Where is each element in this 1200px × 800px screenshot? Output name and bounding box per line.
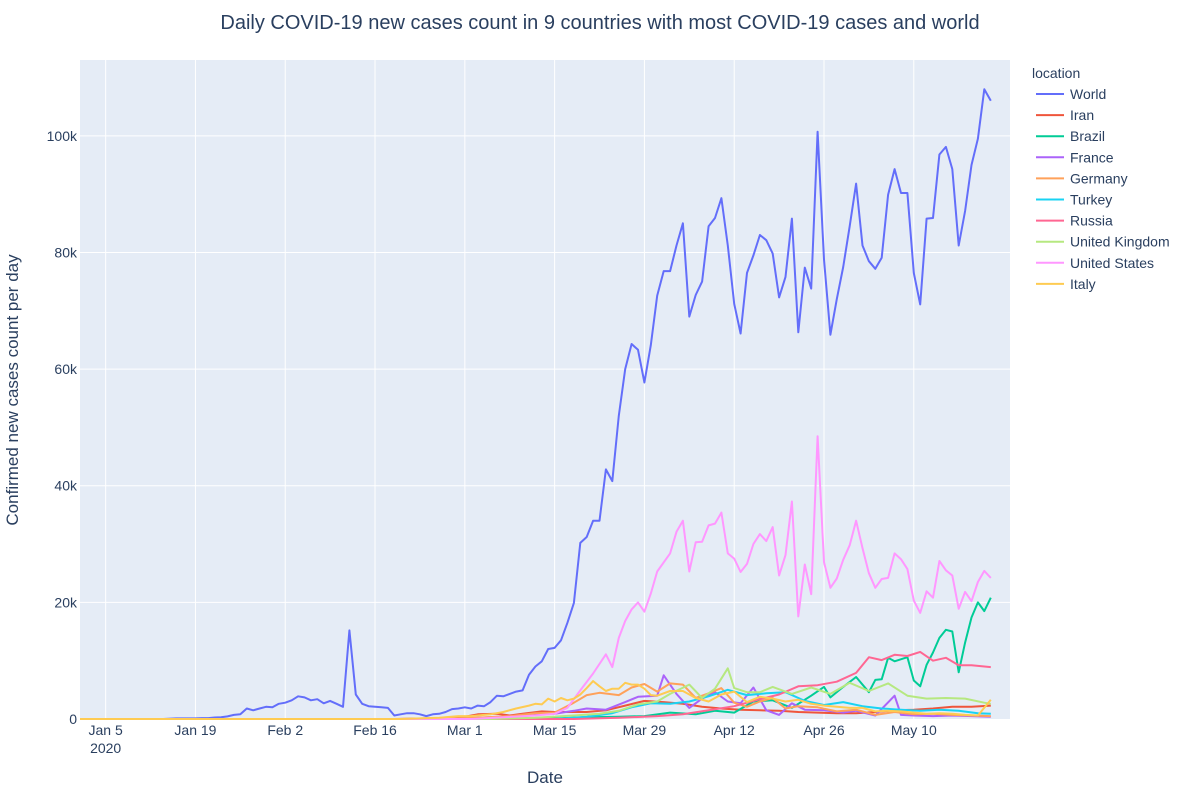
plot-area (80, 60, 1010, 719)
x-axis-ticks: Jan 5 2020 Jan 19 Feb 2 Feb 16 Mar 1 Mar 15 Mar… (89, 722, 937, 756)
legend-title: location (1032, 65, 1080, 81)
chart-title: Daily COVID-19 new cases count in 9 coun… (220, 12, 979, 34)
x-tick-label: Apr 12 (714, 722, 755, 738)
y-tick-label: 20k (54, 594, 78, 610)
x-tick-label: Jan 5 (89, 722, 123, 738)
legend-item-germany[interactable]: Germany (1036, 170, 1128, 186)
y-tick-label: 0 (69, 711, 77, 727)
legend-item-russia[interactable]: Russia (1036, 213, 1113, 229)
x-axis-title: Date (527, 768, 563, 787)
y-tick-label: 100k (47, 128, 78, 144)
x-tick-label: Feb 16 (353, 722, 397, 738)
legend-item-france[interactable]: France (1036, 149, 1114, 165)
legend[interactable]: location World Iran Brazil France Germany Tur… (1032, 65, 1170, 292)
x-tick-label: May 10 (891, 722, 937, 738)
legend-label: France (1070, 149, 1114, 165)
legend-label: Russia (1070, 213, 1113, 229)
y-tick-label: 80k (54, 244, 78, 260)
x-tick-label: Mar 15 (533, 722, 577, 738)
series-lines (80, 88, 992, 720)
x-tick-label: Jan 19 (174, 722, 216, 738)
series-line-united-states (80, 435, 992, 720)
series-line-italy (80, 680, 992, 720)
legend-label: Italy (1070, 276, 1096, 292)
y-axis-title: Confirmed new cases count per day (3, 254, 22, 526)
series-line-world (80, 88, 992, 720)
legend-item-turkey[interactable]: Turkey (1036, 192, 1112, 208)
x-tick-label: Feb 2 (267, 722, 303, 738)
x-gridlines (105, 60, 915, 719)
legend-label: World (1070, 86, 1106, 102)
legend-label: Turkey (1070, 192, 1112, 208)
series-line-united-kingdom (80, 667, 991, 720)
x-tick-label: Mar 29 (623, 722, 667, 738)
y-tick-label: 60k (54, 361, 78, 377)
series-line-germany (80, 682, 991, 720)
series-line-brazil (80, 597, 992, 720)
y-tick-label: 40k (54, 478, 78, 494)
legend-item-iran[interactable]: Iran (1036, 107, 1094, 123)
legend-item-world[interactable]: World (1036, 86, 1106, 102)
legend-label: United Kingdom (1070, 234, 1170, 250)
x-tick-label: Apr 26 (803, 722, 844, 738)
legend-item-italy[interactable]: Italy (1036, 276, 1096, 292)
legend-item-united-kingdom[interactable]: United Kingdom (1036, 234, 1170, 250)
legend-label: United States (1070, 255, 1154, 271)
legend-item-united-states[interactable]: United States (1036, 255, 1154, 271)
y-axis-ticks: 0 20k 40k 60k 80k 100k (47, 128, 78, 727)
legend-label: Germany (1070, 170, 1128, 186)
legend-item-brazil[interactable]: Brazil (1036, 128, 1105, 144)
y-gridlines (80, 135, 1010, 603)
x-tick-sublabel: 2020 (90, 740, 121, 756)
series-line-russia (80, 650, 991, 720)
legend-label: Iran (1070, 107, 1094, 123)
x-tick-label: Mar 1 (447, 722, 483, 738)
legend-label: Brazil (1070, 128, 1105, 144)
